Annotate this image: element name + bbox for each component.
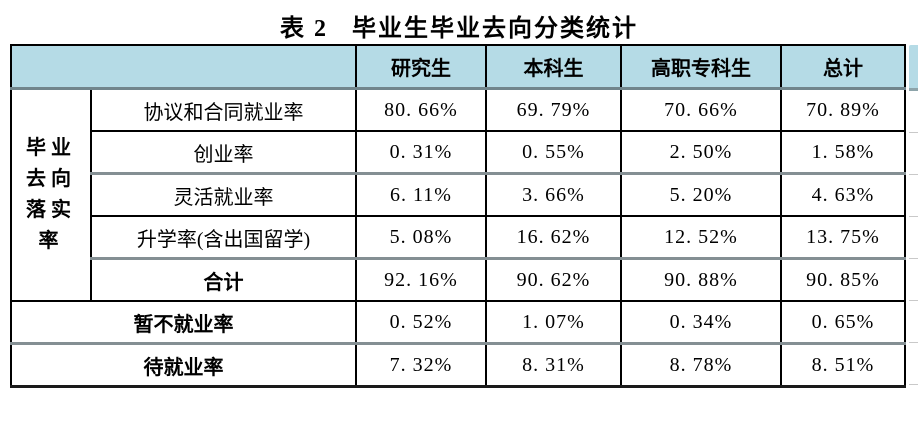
col-header-total: 总计 xyxy=(780,44,906,90)
table-caption: 表 2 毕业生毕业去向分类统计 xyxy=(280,16,638,42)
value-cell: 2. 50% xyxy=(620,130,782,175)
value-cell: 8. 78% xyxy=(620,342,782,388)
value-cell: 7. 32% xyxy=(355,342,487,388)
value-cell: 5. 08% xyxy=(355,215,487,260)
table-row-awaiting-employment: 待就业率 7. 32% 8. 31% 8. 78% 8. 51% xyxy=(10,342,906,388)
corner-cell xyxy=(10,44,357,90)
value-cell: 0. 52% xyxy=(355,300,487,345)
value-cell: 6. 11% xyxy=(355,172,487,217)
value-cell: 1. 07% xyxy=(485,300,622,345)
value-cell: 70. 66% xyxy=(620,87,782,132)
table-row-startup-rate: 创业率 0. 31% 0. 55% 2. 50% 1. 58% xyxy=(11,130,906,175)
value-cell: 13. 75% xyxy=(780,215,906,260)
col-header-postgraduate: 研究生 xyxy=(355,44,487,90)
value-cell: 70. 89% xyxy=(780,87,906,132)
value-cell: 4. 63% xyxy=(780,172,906,217)
value-cell: 0. 34% xyxy=(620,300,782,345)
value-cell: 16. 62% xyxy=(485,215,622,260)
value-cell: 69. 79% xyxy=(485,87,622,132)
row-label: 协议和合同就业率 xyxy=(90,87,357,132)
row-label-awaiting-employment: 待就业率 xyxy=(10,342,357,388)
value-cell: 0. 65% xyxy=(780,300,906,345)
value-cell: 80. 66% xyxy=(355,87,487,132)
graduate-destination-table: 研究生 本科生 高职专科生 总计 毕业去向落实率 协议和合同就业率 80. 66… xyxy=(10,44,906,388)
value-cell: 8. 31% xyxy=(485,342,622,388)
value-cell: 90. 85% xyxy=(780,257,906,302)
row-label-subtotal: 合计 xyxy=(90,257,357,302)
value-cell: 0. 31% xyxy=(355,130,487,175)
value-cell: 0. 55% xyxy=(485,130,622,175)
value-cell: 92. 16% xyxy=(355,257,487,302)
cut-off-header-cell xyxy=(909,45,918,91)
group-label: 毕业去向落实率 xyxy=(26,137,76,252)
value-cell: 5. 20% xyxy=(620,172,782,217)
value-cell: 90. 88% xyxy=(620,257,782,302)
table-row-further-study: 升学率(含出国留学) 5. 08% 16. 62% 12. 52% 13. 75… xyxy=(11,215,906,260)
value-cell: 12. 52% xyxy=(620,215,782,260)
table-row-subtotal: 合计 92. 16% 90. 62% 90. 88% 90. 85% xyxy=(11,257,906,302)
row-label-not-employed: 暂不就业率 xyxy=(10,300,357,345)
row-label: 升学率(含出国留学) xyxy=(90,215,357,260)
table-row-not-employed-yet: 暂不就业率 0. 52% 1. 07% 0. 34% 0. 65% xyxy=(10,300,906,345)
col-header-vocational: 高职专科生 xyxy=(620,44,782,90)
table-header-row: 研究生 本科生 高职专科生 总计 xyxy=(10,44,906,90)
value-cell: 8. 51% xyxy=(780,342,906,388)
row-label: 灵活就业率 xyxy=(90,172,357,217)
row-label: 创业率 xyxy=(90,130,357,175)
table-row-flexible-employment: 灵活就业率 6. 11% 3. 66% 5. 20% 4. 63% xyxy=(11,172,906,217)
value-cell: 90. 62% xyxy=(485,257,622,302)
table-row-agreement-employment: 毕业去向落实率 协议和合同就业率 80. 66% 69. 79% 70. 66%… xyxy=(10,87,906,302)
value-cell: 1. 58% xyxy=(780,130,906,175)
value-cell: 3. 66% xyxy=(485,172,622,217)
group-label-cell: 毕业去向落实率 xyxy=(10,87,92,302)
col-header-undergraduate: 本科生 xyxy=(485,44,622,90)
cut-off-next-column xyxy=(909,45,918,396)
